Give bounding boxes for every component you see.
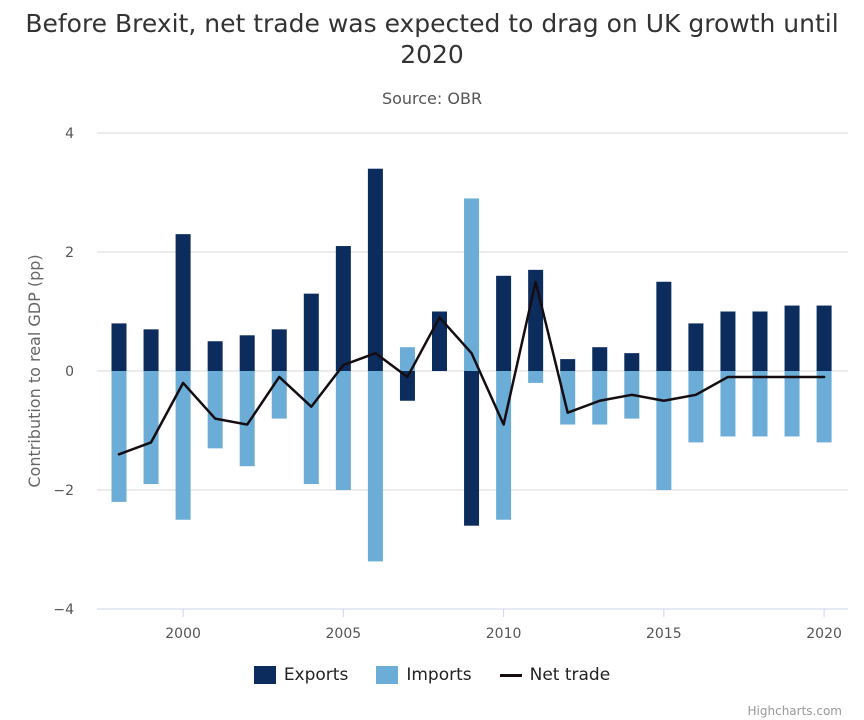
bar-exports-2017[interactable] <box>720 311 736 372</box>
bar-exports-2008[interactable] <box>432 311 447 372</box>
bar-exports-2002[interactable] <box>239 335 255 371</box>
bar-imports-2002[interactable] <box>239 371 255 467</box>
bar-exports-2003[interactable] <box>271 329 287 371</box>
bar-imports-2004[interactable] <box>303 371 319 485</box>
bar-exports-2001[interactable] <box>207 341 223 371</box>
bar-exports-2013[interactable] <box>592 347 608 371</box>
bar-exports-2020[interactable] <box>816 305 832 371</box>
legend-label-imports: Imports <box>406 665 472 685</box>
bar-imports-2019[interactable] <box>784 371 800 437</box>
bar-exports-2012[interactable] <box>560 359 576 371</box>
bar-exports-2018[interactable] <box>752 311 768 372</box>
bar-exports-1999[interactable] <box>143 329 159 371</box>
bar-imports-2015[interactable] <box>656 371 672 490</box>
bar-exports-2006[interactable] <box>367 168 383 371</box>
bar-imports-1998[interactable] <box>111 371 127 502</box>
y-tick-label: 2 <box>65 245 74 261</box>
bar-exports-2007[interactable] <box>399 371 415 401</box>
x-tick-label: 2015 <box>646 626 682 642</box>
y-tick-label: 0 <box>65 364 74 380</box>
bar-imports-2020[interactable] <box>816 371 832 443</box>
bar-exports-2019[interactable] <box>784 305 800 371</box>
bar-imports-2017[interactable] <box>720 371 736 437</box>
bar-exports-2014[interactable] <box>624 353 640 371</box>
y-axis-ticks: −4 −2 0 2 4 <box>53 126 74 618</box>
bar-exports-2000[interactable] <box>175 234 191 371</box>
line-net-trade[interactable] <box>117 280 826 456</box>
bar-imports-2012[interactable] <box>560 371 576 425</box>
legend-label-net-trade: Net trade <box>529 665 611 685</box>
bar-imports-2000[interactable] <box>175 371 191 520</box>
x-axis-ticks: 2000 2005 2010 2015 2020 <box>165 609 842 642</box>
bar-exports-2016[interactable] <box>688 323 704 371</box>
bar-imports-2007[interactable] <box>399 347 415 371</box>
bar-imports-2018[interactable] <box>752 371 768 437</box>
bar-exports-2009[interactable] <box>464 371 480 526</box>
bar-exports-1998[interactable] <box>111 323 127 371</box>
legend-swatch-net-trade <box>499 673 522 677</box>
net-trade-line[interactable] <box>117 280 826 456</box>
bar-imports-2009[interactable] <box>464 198 480 371</box>
bar-imports-2005[interactable] <box>335 371 351 490</box>
bars[interactable] <box>111 168 832 562</box>
credit-link[interactable]: Highcharts.com <box>747 704 842 718</box>
legend-swatch-imports <box>376 666 399 684</box>
legend-label-exports: Exports <box>283 665 349 685</box>
bar-imports-1999[interactable] <box>143 371 159 485</box>
bar-imports-2006[interactable] <box>367 371 383 562</box>
bar-exports-2005[interactable] <box>335 246 351 371</box>
bar-imports-2010[interactable] <box>496 371 512 520</box>
bar-imports-2013[interactable] <box>592 371 608 425</box>
x-tick-label: 2010 <box>486 626 522 642</box>
legend[interactable]: Exports Imports Net trade <box>0 665 864 685</box>
y-axis-label: Contribution to real GDP (pp) <box>25 254 44 487</box>
legend-item-exports[interactable]: Exports <box>253 665 349 685</box>
bar-imports-2016[interactable] <box>688 371 704 443</box>
legend-item-net-trade[interactable]: Net trade <box>499 665 611 685</box>
chart-title: Before Brexit, net trade was expected to… <box>25 9 839 69</box>
bar-exports-2015[interactable] <box>656 281 672 371</box>
y-tick-label: −4 <box>53 602 74 618</box>
x-tick-label: 2000 <box>165 626 201 642</box>
bar-imports-2001[interactable] <box>207 371 223 449</box>
x-tick-label: 2020 <box>806 626 842 642</box>
legend-item-imports[interactable]: Imports <box>376 665 472 685</box>
y-tick-label: 4 <box>65 126 74 142</box>
chart-subtitle: Source: OBR <box>381 89 483 108</box>
bar-imports-2011[interactable] <box>528 371 544 383</box>
x-tick-label: 2005 <box>326 626 362 642</box>
bar-exports-2010[interactable] <box>496 275 512 371</box>
bar-exports-2004[interactable] <box>303 293 319 371</box>
legend-swatch-exports <box>253 666 276 684</box>
y-tick-label: −2 <box>53 483 74 499</box>
